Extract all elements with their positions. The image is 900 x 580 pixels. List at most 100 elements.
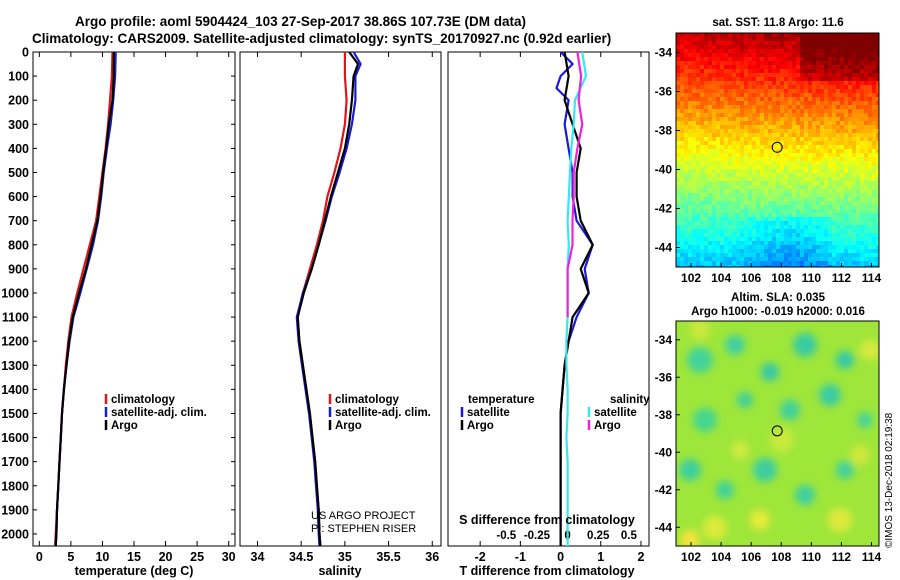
sst-cell [752, 37, 756, 41]
sst-cell [704, 161, 708, 165]
sst-cell [712, 217, 716, 221]
sst-cell [872, 189, 876, 193]
x-tick-label: 34.5 [289, 550, 313, 564]
sst-cell [680, 237, 684, 241]
sst-cell [820, 37, 824, 41]
sst-cell [856, 65, 860, 69]
sst-cell [708, 249, 712, 253]
sst-cell [868, 257, 872, 261]
sst-cell [720, 181, 724, 185]
sst-cell [752, 117, 756, 121]
sst-cell [828, 189, 832, 193]
sst-cell [860, 141, 864, 145]
sst-cell [860, 121, 864, 125]
sst-cell [816, 157, 820, 161]
sst-cell [840, 245, 844, 249]
sst-cell [832, 81, 836, 85]
sst-cell [848, 149, 852, 153]
sst-cell [692, 65, 696, 69]
sst-cell [820, 109, 824, 113]
sst-cell [804, 65, 808, 69]
sst-cell [704, 85, 708, 89]
sst-cell [828, 225, 832, 229]
sst-cell [712, 253, 716, 257]
sst-cell [732, 245, 736, 249]
sst-cell [776, 237, 780, 241]
sst-cell [704, 145, 708, 149]
depth-tick-label: 200 [8, 94, 29, 108]
sst-cell [720, 129, 724, 133]
sst-cell [728, 249, 732, 253]
sst-cell [772, 177, 776, 181]
sst-cell [868, 217, 872, 221]
sst-cell [720, 177, 724, 181]
map-lat-tick-label: -44 [655, 520, 673, 534]
sst-cell [828, 113, 832, 117]
sst-cell [796, 61, 800, 65]
sst-cell [856, 209, 860, 213]
sst-cell [864, 137, 868, 141]
sst-cell [864, 249, 868, 253]
sst-cell [768, 105, 772, 109]
sst-cell [716, 45, 720, 49]
sst-cell [860, 129, 864, 133]
sst-cell [756, 109, 760, 113]
sst-cell [676, 213, 680, 217]
sst-cell [832, 153, 836, 157]
sst-cell [712, 197, 716, 201]
sst-cell [708, 181, 712, 185]
sst-cell [844, 213, 848, 217]
sst-cell [852, 201, 856, 205]
sst-cell [688, 213, 692, 217]
sst-cell [728, 37, 732, 41]
sst-cell [744, 257, 748, 261]
sla-anomaly-patch [828, 508, 852, 532]
sst-cell [876, 101, 879, 105]
sst-cell [712, 81, 716, 85]
sst-cell [680, 117, 684, 121]
sst-cell [728, 137, 732, 141]
sst-cell [832, 41, 836, 45]
sst-cell [732, 257, 736, 261]
sst-cell [744, 189, 748, 193]
sst-cell [816, 101, 820, 105]
sst-cell [832, 61, 836, 65]
sst-cell [716, 253, 720, 257]
sst-cell [768, 129, 772, 133]
series-line-argo [54, 52, 115, 547]
sst-cell [760, 133, 764, 137]
sst-cell [752, 121, 756, 125]
sst-cell [872, 241, 876, 245]
sst-cell [860, 249, 864, 253]
sst-cell [776, 77, 780, 81]
sst-cell [812, 129, 816, 133]
sst-cell [708, 193, 712, 197]
sst-cell [748, 125, 752, 129]
sst-cell [712, 241, 716, 245]
sst-cell [704, 33, 708, 37]
sst-cell [868, 157, 872, 161]
sst-cell [760, 113, 764, 117]
sst-cell [708, 241, 712, 245]
sst-cell [684, 41, 688, 45]
sst-cell [792, 105, 796, 109]
sst-cell [796, 217, 800, 221]
sst-cell [864, 225, 868, 229]
sst-cell [868, 241, 872, 245]
sst-cell [796, 45, 800, 49]
sst-cell [772, 205, 776, 209]
sst-cell [856, 49, 860, 53]
sst-cell [716, 181, 720, 185]
sst-cell [820, 49, 824, 53]
sst-cell [756, 121, 760, 125]
sst-cell [776, 169, 780, 173]
sst-cell [836, 165, 840, 169]
sst-cell [828, 185, 832, 189]
sst-cell [684, 133, 688, 137]
sst-cell [788, 201, 792, 205]
sst-cell [676, 237, 680, 241]
sst-cell [840, 85, 844, 89]
sst-cell [752, 33, 756, 37]
sst-cell [828, 201, 832, 205]
sst-cell [700, 105, 704, 109]
